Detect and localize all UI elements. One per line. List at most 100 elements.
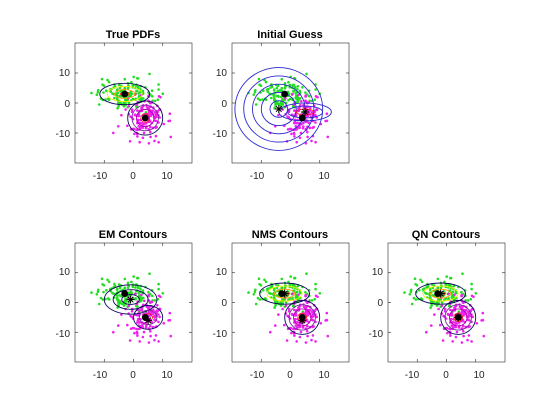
y-tick-label: 10 [59, 267, 71, 278]
scatter-point [108, 298, 111, 301]
scatter-point [444, 308, 447, 311]
estimate-marker [144, 316, 152, 324]
scatter-point [290, 332, 293, 335]
scatter-point [309, 127, 312, 130]
x-tick-label: 0 [287, 370, 293, 381]
scatter-point [326, 319, 329, 322]
scatter-point [293, 122, 296, 125]
scatter-point [154, 299, 157, 302]
scatter-point [157, 88, 160, 91]
scatter-point [281, 308, 284, 311]
scatter-point [409, 293, 412, 296]
scatter-point [306, 131, 309, 134]
y-tick-label: 10 [216, 267, 228, 278]
scatter-point [286, 339, 289, 342]
scatter-point [305, 341, 308, 344]
estimate-marker [281, 290, 289, 298]
scatter-point [152, 109, 155, 112]
scatter-point [257, 297, 260, 300]
scatter-point [127, 87, 130, 90]
scatter-point [314, 288, 317, 291]
scatter-point [273, 296, 276, 299]
scatter-point [137, 277, 140, 280]
scatter-point [304, 291, 307, 294]
scatter-point [111, 92, 114, 95]
x-tick-label: -10 [93, 370, 108, 381]
scatter-point [284, 87, 287, 90]
scatter-point [447, 313, 450, 316]
x-tick-label: 10 [161, 171, 173, 182]
scatter-point [106, 79, 109, 82]
scatter-point [129, 315, 132, 318]
scatter-point [101, 78, 104, 81]
scatter-point [467, 299, 470, 302]
x-tick-label: 10 [318, 171, 330, 182]
scatter-point [98, 103, 101, 106]
scatter-point [254, 89, 257, 92]
scatter-point [142, 137, 145, 140]
scatter-point [157, 98, 160, 101]
scatter-point [169, 319, 172, 322]
scatter-point [429, 306, 432, 309]
scatter-point [418, 289, 421, 292]
scatter-point [437, 287, 440, 290]
title-nms-contours: NMS Contours [252, 229, 328, 241]
scatter-point [414, 277, 417, 280]
scatter-point [131, 93, 134, 96]
scatter-point [142, 336, 145, 339]
scatter-point [312, 126, 315, 129]
scatter-point [280, 304, 283, 307]
scatter-point [297, 99, 300, 102]
scatter-point [281, 87, 284, 90]
scatter-point [255, 103, 258, 106]
scatter-point [157, 340, 160, 343]
scatter-point [311, 299, 314, 302]
scatter-point [310, 339, 313, 342]
scatter-point [442, 339, 445, 342]
scatter-point [136, 332, 139, 335]
mean-marker [281, 91, 288, 98]
x-tick-label: 10 [318, 370, 330, 381]
scatter-point [98, 303, 101, 306]
estimate-marker [275, 105, 283, 113]
scatter-point [314, 298, 317, 301]
scatter-point [116, 296, 119, 299]
scatter-point [446, 332, 449, 335]
scatter-point [444, 284, 447, 287]
scatter-point [403, 291, 406, 294]
scatter-point [274, 324, 277, 327]
scatter-point [320, 322, 323, 325]
scatter-point [289, 275, 292, 278]
mean-marker [299, 115, 306, 122]
scatter-point [105, 89, 108, 92]
scatter-point [304, 95, 307, 98]
scatter-point [140, 293, 143, 296]
scatter-point [133, 133, 136, 136]
scatter-point [169, 312, 172, 315]
scatter-point [297, 85, 300, 88]
scatter-point [148, 142, 151, 145]
scatter-point [143, 300, 146, 303]
y-tick-label: 0 [64, 99, 70, 110]
y-tick-label: 10 [372, 267, 384, 278]
scatter-point [147, 291, 150, 294]
scatter-point [157, 141, 160, 144]
scatter-point [255, 303, 258, 306]
scatter-point [140, 299, 143, 302]
scatter-point [162, 92, 165, 95]
scatter-point [101, 277, 104, 280]
scatter-point [284, 287, 287, 290]
scatter-point [306, 330, 309, 333]
scatter-point [295, 295, 298, 298]
scatter-point [306, 335, 309, 338]
scatter-point [309, 309, 312, 312]
scatter-point [96, 93, 99, 96]
scatter-point [305, 73, 308, 76]
scatter-point [151, 89, 154, 92]
scatter-point [137, 77, 140, 80]
scatter-point [453, 293, 456, 296]
scatter-point [153, 140, 156, 143]
scatter-point [132, 327, 135, 330]
title-em-contours: EM Contours [99, 229, 167, 241]
scatter-point [326, 120, 329, 123]
